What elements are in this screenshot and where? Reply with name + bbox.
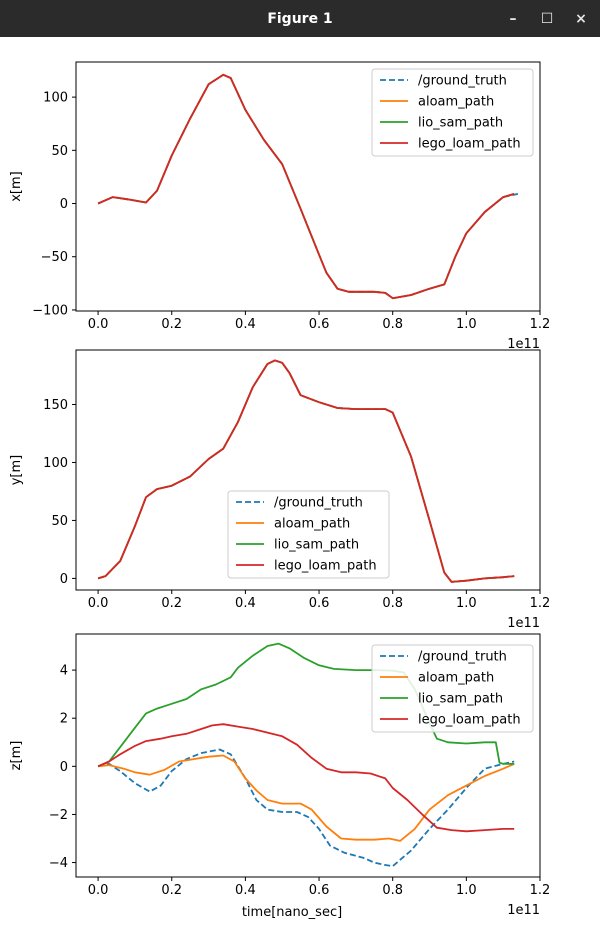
y-tick-label: 100: [43, 456, 68, 471]
legend-box: [371, 68, 534, 157]
series-line-lego_loam_path: [97, 723, 515, 833]
legend-entry: lio_sam_path: [418, 692, 503, 707]
x-tick-label: 0.8: [382, 883, 403, 898]
x-tick-label: 0.2: [161, 596, 182, 611]
legend-box: [227, 490, 390, 579]
minimize-button[interactable]: –: [509, 10, 517, 27]
figure-canvas: 0.0 0.2 0.4 0.6 0.8 1.0 1.2 −100 −50 0 50 100 1e11 x[…: [9, 61, 551, 920]
legend-entry: aloam_path: [274, 517, 350, 532]
chart-panel-1: 0.0 0.2 0.4 0.6 0.8 1.0 1.2 −100 −50 0 50 100 1e11 x[…: [9, 61, 551, 352]
legend-entry: aloam_path: [418, 95, 494, 110]
y-tick-label: −100: [32, 303, 68, 318]
legend-entry: lego_loam_path: [418, 713, 521, 728]
x-tick-label: 0.0: [88, 317, 109, 332]
axes-frame: [75, 61, 541, 312]
legend: /ground_truth aloam_path lio_sam_path lego_…: [371, 68, 534, 157]
x-tick-label: 1.2: [530, 883, 551, 898]
y-tick-label: 50: [51, 144, 68, 159]
legend-entry: lio_sam_path: [418, 116, 503, 131]
x-tick-label: 0.6: [309, 883, 330, 898]
y-tick-label: 100: [43, 91, 68, 106]
x-tick-label: 0.2: [161, 883, 182, 898]
y-tick-label: −4: [49, 856, 68, 871]
y-axis-label: y[m]: [9, 455, 24, 486]
y-axis-label: z[m]: [9, 741, 24, 771]
close-button[interactable]: ×: [575, 10, 587, 27]
window-titlebar: Figure 1 – ☐ ×: [0, 0, 600, 37]
legend-entry: lego_loam_path: [418, 137, 521, 152]
series-line-lego_loam_path: [97, 359, 515, 583]
x-tick-label: 0.4: [235, 596, 256, 611]
x-tick-label: 1.0: [456, 596, 477, 611]
y-tick-label: 0: [60, 572, 68, 587]
y-axis-label: x[m]: [9, 171, 24, 202]
x-tick-label: 0.0: [88, 883, 109, 898]
x-tick-label: 0.6: [309, 317, 330, 332]
x-tick-label: 1.2: [530, 317, 551, 332]
x-tick-label: 0.0: [88, 596, 109, 611]
x-tick-label: 0.8: [382, 317, 403, 332]
series-line-aloam_path: [98, 754, 515, 842]
y-tick-label: 150: [43, 398, 68, 413]
legend-entry: /ground_truth: [418, 74, 507, 89]
y-tick-label: 4: [60, 664, 68, 679]
axes-frame: [75, 349, 541, 591]
axes-frame: [75, 633, 541, 878]
series-line-lego_loam_path: [97, 73, 515, 300]
x-offset-label: 1e11: [507, 337, 540, 352]
x-offset-label: 1e11: [507, 903, 540, 918]
x-tick-label: 0.8: [382, 596, 403, 611]
legend-entry: lio_sam_path: [274, 538, 359, 553]
x-tick-label: 0.2: [161, 317, 182, 332]
legend-entry: aloam_path: [418, 671, 494, 686]
series-line-lio_sam_path: [97, 642, 515, 768]
window-title: Figure 1: [267, 10, 333, 27]
chart-panel-2: 0.0 0.2 0.4 0.6 0.8 1.0 1.2 0 50 100 150 1e11 y[m] /g…: [9, 349, 551, 631]
y-tick-label: −2: [49, 808, 68, 823]
legend-entry: /ground_truth: [274, 496, 363, 511]
y-tick-label: 0: [60, 760, 68, 775]
maximize-button[interactable]: ☐: [540, 10, 554, 27]
y-tick-label: 0: [60, 197, 68, 212]
y-tick-label: −50: [41, 250, 68, 265]
legend-entry: lego_loam_path: [274, 559, 377, 574]
x-tick-label: 0.4: [235, 317, 256, 332]
y-tick-label: 2: [60, 712, 68, 727]
legend: /ground_truth aloam_path lio_sam_path lego_…: [371, 644, 534, 733]
legend: /ground_truth aloam_path lio_sam_path lego_…: [227, 490, 390, 579]
legend-entry: /ground_truth: [418, 650, 507, 665]
x-tick-label: 1.0: [456, 317, 477, 332]
x-tick-label: 0.6: [309, 596, 330, 611]
series-line-ground_truth: [97, 748, 515, 868]
legend-box: [371, 644, 534, 733]
x-tick-label: 0.4: [235, 883, 256, 898]
x-axis-label: time[nano_sec]: [242, 905, 342, 920]
chart-panel-3: 0.0 0.2 0.4 0.6 0.8 1.0 1.2 −4 −2 0 2 4 1e11 z[m] time…: [9, 633, 551, 920]
x-tick-label: 1.2: [530, 596, 551, 611]
x-tick-label: 1.0: [456, 883, 477, 898]
y-tick-label: 50: [51, 514, 68, 529]
x-offset-label: 1e11: [507, 616, 540, 631]
